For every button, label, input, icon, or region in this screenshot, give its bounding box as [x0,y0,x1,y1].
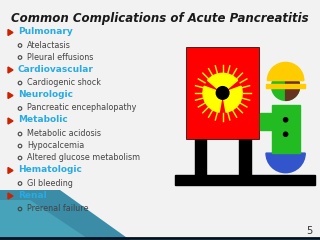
Text: Atelactasis: Atelactasis [27,41,71,49]
Polygon shape [8,92,13,98]
Wedge shape [224,86,242,112]
Text: Prerenal failure: Prerenal failure [27,204,89,213]
Text: Pancreatic encephalopathy: Pancreatic encephalopathy [27,103,136,113]
Polygon shape [266,84,305,88]
Text: Cardiogenic shock: Cardiogenic shock [27,78,101,87]
Polygon shape [8,168,13,174]
Polygon shape [8,193,13,199]
Polygon shape [8,30,13,36]
Polygon shape [260,113,272,130]
Wedge shape [286,72,300,100]
Text: Neurologic: Neurologic [18,90,73,99]
Text: Pleural effusions: Pleural effusions [27,53,93,61]
Text: Metabolic: Metabolic [18,115,68,125]
Text: Renal: Renal [18,191,47,199]
Polygon shape [8,67,13,73]
Text: Hematologic: Hematologic [18,165,82,174]
Polygon shape [0,190,130,240]
Text: Metabolic acidosis: Metabolic acidosis [27,129,101,138]
Polygon shape [8,118,13,124]
Wedge shape [203,86,221,112]
Wedge shape [268,62,304,81]
Text: Hypocalcemia: Hypocalcemia [27,141,84,150]
Text: Common Complications of Acute Pancreatitis: Common Complications of Acute Pancreatit… [11,12,309,25]
Circle shape [216,87,229,99]
Circle shape [272,72,300,100]
Text: Cardiovascular: Cardiovascular [18,65,94,73]
Wedge shape [208,73,238,89]
Polygon shape [0,200,90,240]
Circle shape [284,132,288,136]
Text: GI bleeding: GI bleeding [27,179,73,187]
Text: Altered glucose metabolism: Altered glucose metabolism [27,153,140,162]
Polygon shape [272,105,300,153]
Polygon shape [239,130,251,175]
Polygon shape [175,175,315,185]
Polygon shape [195,138,206,175]
Circle shape [284,118,288,122]
Text: Pulmonary: Pulmonary [18,27,73,36]
Wedge shape [266,153,305,173]
Text: 5: 5 [306,226,312,236]
Polygon shape [186,47,259,138]
